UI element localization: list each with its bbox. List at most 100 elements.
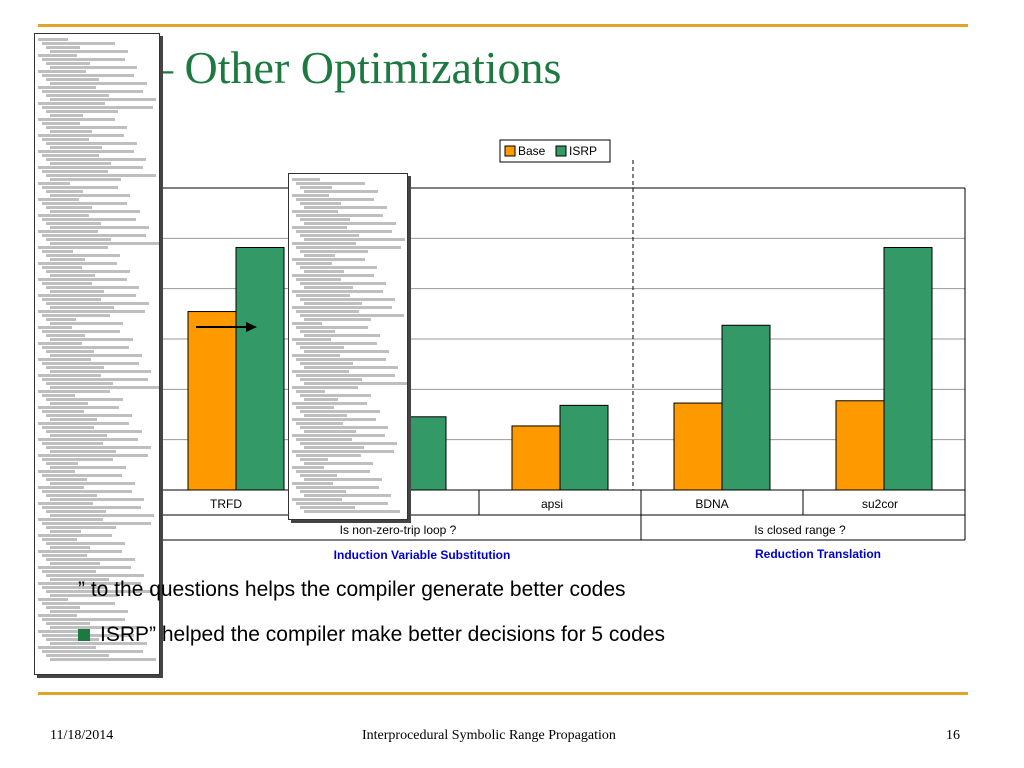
- code-line: [50, 578, 109, 581]
- code-line: [46, 334, 85, 337]
- code-line: [300, 426, 389, 429]
- code-line: [42, 522, 151, 525]
- code-line: [46, 110, 118, 113]
- code-line: [292, 226, 347, 229]
- code-line: [50, 114, 84, 117]
- code-line: [304, 478, 383, 481]
- code-line: [296, 310, 359, 313]
- code-line: [292, 402, 368, 405]
- code-line: [50, 258, 86, 261]
- bar-isrp-apsi: [559, 404, 609, 491]
- code-line: [46, 174, 156, 177]
- code-line: [300, 234, 360, 237]
- code-line: [42, 490, 132, 493]
- code-line: [46, 302, 149, 305]
- bottom-accent-rule: [38, 692, 968, 695]
- code-line: [292, 306, 392, 309]
- code-line: [38, 102, 106, 105]
- code-line: [42, 234, 146, 237]
- code-line: [46, 526, 116, 529]
- code-line: [50, 626, 138, 629]
- code-line: [292, 498, 343, 501]
- code-line: [38, 262, 118, 265]
- code-line: [50, 466, 126, 469]
- code-line: [46, 254, 121, 257]
- code-line: [300, 282, 387, 285]
- code-snippet-panel: [34, 33, 160, 675]
- code-line: [292, 194, 329, 197]
- code-line: [38, 390, 110, 393]
- category-label-su2cor: su2cor: [862, 497, 898, 511]
- code-line: [50, 546, 91, 549]
- code-line: [46, 446, 152, 449]
- code-line: [38, 214, 89, 217]
- code-line: [300, 458, 328, 461]
- code-line: [38, 502, 94, 505]
- code-line: [42, 458, 113, 461]
- code-line: [50, 562, 100, 565]
- code-line: [304, 398, 338, 401]
- code-line: [42, 586, 106, 589]
- code-line: [38, 358, 92, 361]
- code-line: [38, 630, 87, 633]
- code-line: [50, 514, 154, 517]
- code-line: [38, 646, 96, 649]
- slide-title: ult – Other Optimizations: [90, 42, 562, 93]
- code-line: [300, 346, 344, 349]
- code-snippet-panel: [288, 173, 408, 520]
- code-line: [296, 374, 395, 377]
- bar-base-su2cor: [835, 400, 885, 491]
- code-line: [292, 418, 376, 421]
- code-line: [292, 322, 323, 325]
- code-line: [292, 466, 325, 469]
- code-line: [46, 606, 81, 609]
- code-line: [50, 226, 150, 229]
- code-line: [42, 186, 118, 189]
- code-line: [292, 242, 356, 245]
- code-line: [42, 602, 116, 605]
- code-line: [38, 198, 80, 201]
- chart-bars: [187, 246, 933, 491]
- code-line: [50, 482, 135, 485]
- code-line: [38, 486, 85, 489]
- group-question-left: Is non-zero-trip loop ?: [340, 523, 457, 537]
- code-line: [42, 394, 76, 397]
- bullet-square-icon: [78, 629, 90, 642]
- code-line: [292, 386, 359, 389]
- bar-isrp-trfd: [235, 246, 285, 491]
- code-line: [38, 614, 77, 617]
- code-line: [38, 310, 146, 313]
- code-line: [50, 50, 128, 53]
- code-line: [46, 462, 78, 465]
- code-line: [38, 246, 108, 249]
- code-line: [38, 598, 68, 601]
- code-line: [296, 214, 384, 217]
- code-line: [304, 238, 405, 241]
- code-line: [304, 190, 378, 193]
- code-line: [304, 366, 399, 369]
- code-line: [42, 650, 144, 653]
- code-lines: [289, 174, 407, 518]
- code-line: [304, 302, 363, 305]
- legend-swatch-base: [504, 145, 516, 157]
- category-label-apsi: apsi: [541, 497, 563, 511]
- code-line: [300, 330, 335, 333]
- code-lines: [35, 34, 159, 666]
- code-line: [42, 282, 92, 285]
- code-line: [300, 186, 333, 189]
- code-line: [300, 218, 351, 221]
- code-line: [38, 374, 101, 377]
- code-line: [50, 162, 112, 165]
- code-line: [38, 438, 139, 441]
- code-line: [42, 58, 125, 61]
- code-line: [38, 550, 122, 553]
- code-line: [42, 170, 109, 173]
- code-line: [46, 510, 107, 513]
- code-line: [304, 254, 336, 257]
- code-line: [300, 266, 378, 269]
- code-line: [304, 446, 365, 449]
- code-line: [42, 266, 83, 269]
- code-line: [50, 274, 95, 277]
- code-line: [300, 298, 396, 301]
- code-line: [46, 46, 81, 49]
